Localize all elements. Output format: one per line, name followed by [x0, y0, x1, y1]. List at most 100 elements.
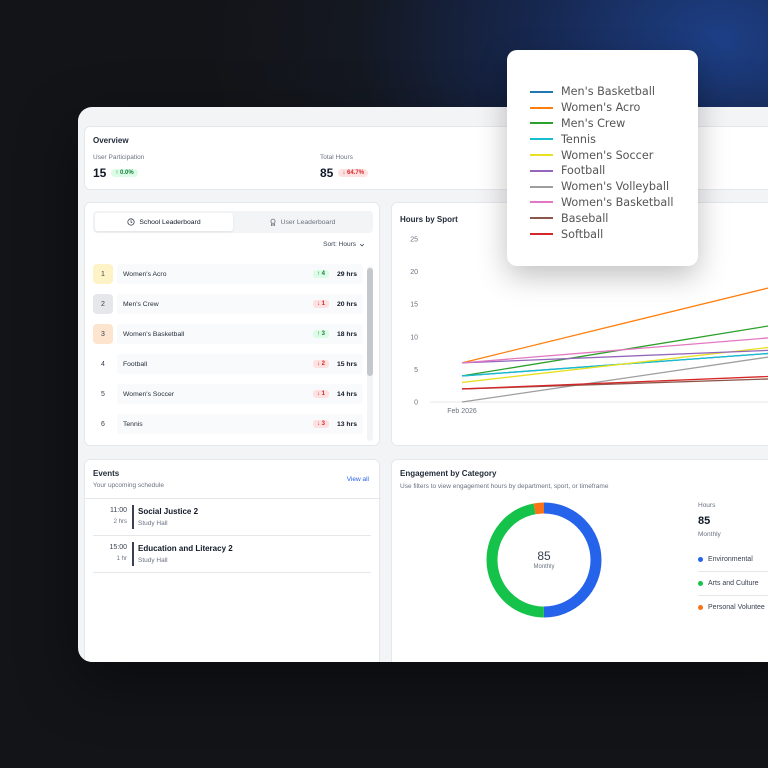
legend-entry-women-s-basketball[interactable]: Women's Basketball	[530, 195, 673, 211]
legend-entry-football[interactable]: Football	[530, 163, 673, 179]
event-location: Study Hall	[138, 557, 168, 564]
event-time: 11:00	[110, 507, 127, 514]
leaderboard-row[interactable]: 2 Men's Crew ↓ 1 20 hrs	[93, 289, 363, 319]
donut-segment-arts-and-culture[interactable]	[486, 502, 602, 618]
legend-label: Baseball	[561, 211, 609, 225]
total-hours-badge: ↓ 64.7%	[338, 169, 369, 177]
legend-label: Softball	[561, 227, 604, 241]
legend-entry-women-s-acro[interactable]: Women's Acro	[530, 100, 673, 116]
rank-badge: 1	[93, 264, 113, 284]
leaderboard-row[interactable]: 1 Women's Acro ↑ 4 29 hrs	[93, 259, 363, 289]
award-icon	[270, 218, 276, 226]
rank-badge: 5	[101, 390, 105, 398]
legend-entry-softball[interactable]: Softball	[530, 226, 673, 242]
legend-swatch	[530, 90, 553, 93]
event-item[interactable]: 11:00 2 hrs Social Justice 2 Study Hall	[93, 500, 371, 536]
legend-entry-women-s-soccer[interactable]: Women's Soccer	[530, 147, 673, 163]
leaderboard-row[interactable]: 5 Women's Soccer ↓ 1 14 hrs	[93, 379, 363, 409]
series-line-women-s-acro[interactable]	[461, 265, 768, 364]
tab-school-leaderboard-label: School Leaderboard	[139, 218, 201, 226]
legend-label: Men's Basketball	[561, 85, 655, 99]
series-line-women-s-basketball[interactable]	[461, 330, 768, 364]
event-time: 15:00	[109, 544, 127, 551]
event-item[interactable]: 15:00 1 hr Education and Literacy 2 Stud…	[93, 537, 371, 573]
events-title: Events	[93, 469, 120, 478]
rank-badge: 6	[101, 420, 105, 428]
leaderboard-list: 1 Women's Acro ↑ 4 29 hrs 2 Men's Crew ↓…	[93, 259, 363, 439]
tab-school-leaderboard[interactable]: School Leaderboard	[95, 213, 233, 231]
legend-entry-men-s-basketball[interactable]: Men's Basketball	[530, 84, 673, 100]
view-all-link[interactable]: View all	[346, 476, 369, 483]
leaderboard-row[interactable]: 4 Football ↓ 2 15 hrs	[93, 349, 363, 379]
rank-badge: 3	[93, 324, 113, 344]
rank-change: ↓ 3	[312, 420, 329, 428]
legend-label: Tennis	[561, 132, 596, 146]
legend-item-environmental[interactable]: Environmental	[698, 556, 753, 563]
team-name: Women's Soccer	[123, 390, 175, 398]
legend-label: Men's Crew	[561, 116, 626, 130]
legend-item-arts-and-culture[interactable]: Arts and Culture	[698, 580, 759, 587]
legend-label: Women's Volleyball	[561, 180, 670, 194]
tab-user-leaderboard[interactable]: User Leaderboard	[233, 213, 371, 231]
overview-title: Overview	[93, 136, 129, 145]
hours-by-sport-chart: 0 5 10 15 20 25 Feb 2026	[410, 237, 768, 415]
legend-label: Arts and Culture	[708, 580, 759, 587]
legend-label: Women's Acro	[561, 101, 641, 115]
y-tick-label: 15	[410, 302, 418, 309]
user-participation-badge: ↑ 0.0%	[111, 169, 138, 177]
leaderboard-row[interactable]: 3 Women's Basketball ↑ 3 18 hrs	[93, 319, 363, 349]
donut-center-value: 85	[537, 549, 551, 563]
user-participation-value: 15	[93, 166, 107, 180]
team-name: Women's Acro	[123, 270, 167, 278]
legend-dot	[698, 581, 703, 586]
engagement-card: Engagement by Category Use filters to vi…	[391, 459, 768, 662]
rank-change: ↓ 1	[312, 300, 329, 308]
chart-legend-list: Men's Basketball Women's Acro Men's Crew Te…	[530, 84, 673, 242]
event-marker	[132, 542, 134, 566]
chart-legend-popover: Men's Basketball Women's Acro Men's Crew Te…	[507, 50, 698, 266]
legend-entry-women-s-volleyball[interactable]: Women's Volleyball	[530, 179, 673, 195]
donut-center-label: Monthly	[533, 564, 555, 570]
team-name: Football	[123, 360, 148, 368]
legend-item-personal-volunteer[interactable]: Personal Voluntee	[698, 604, 765, 611]
event-location: Study Hall	[138, 520, 168, 527]
divider	[698, 571, 768, 572]
series-line-men-s-crew[interactable]	[461, 311, 768, 377]
rank-change: ↓ 2	[312, 360, 329, 368]
leaderboard-scrollbar[interactable]	[367, 266, 373, 441]
leaderboard-row[interactable]: 6 Tennis ↓ 3 13 hrs	[93, 409, 363, 439]
divider	[85, 498, 381, 499]
rank-change: ↓ 1	[312, 390, 329, 398]
total-hours-stat: Total Hours 85 ↓ 64.7%	[320, 154, 369, 180]
legend-dot	[698, 605, 703, 610]
series-line-football[interactable]	[461, 347, 768, 364]
legend-entry-baseball[interactable]: Baseball	[530, 210, 673, 226]
event-duration: 2 hrs	[113, 519, 127, 525]
rank-badge: 2	[93, 294, 113, 314]
event-title: Education and Literacy 2	[138, 544, 233, 553]
event-title: Social Justice 2	[138, 507, 199, 516]
series-line-tennis[interactable]	[461, 347, 768, 377]
legend-swatch	[530, 217, 553, 220]
series-line-women-s-volleyball[interactable]	[461, 343, 768, 403]
legend-swatch	[530, 106, 553, 109]
donut-segment-personal-volunteer[interactable]	[486, 502, 602, 618]
clock-icon	[127, 218, 135, 226]
legend-dot	[698, 557, 703, 562]
sort-dropdown[interactable]: Sort: Hours	[323, 241, 365, 248]
scrollbar-thumb[interactable]	[367, 268, 373, 376]
legend-swatch	[530, 169, 553, 172]
legend-entry-men-s-crew[interactable]: Men's Crew	[530, 116, 673, 132]
series-line-women-s-soccer[interactable]	[461, 337, 768, 384]
y-tick-label: 25	[410, 237, 418, 244]
legend-swatch	[530, 154, 553, 157]
legend-entry-tennis[interactable]: Tennis	[530, 131, 673, 147]
team-hours: 13 hrs	[336, 420, 357, 428]
y-tick-label: 0	[414, 400, 418, 407]
series-line-softball[interactable]	[461, 373, 768, 390]
legend-swatch	[530, 185, 553, 188]
legend-swatch	[530, 233, 553, 236]
divider	[698, 595, 768, 596]
legend-label: Women's Basketball	[561, 195, 674, 209]
legend-label: Women's Soccer	[561, 148, 654, 162]
